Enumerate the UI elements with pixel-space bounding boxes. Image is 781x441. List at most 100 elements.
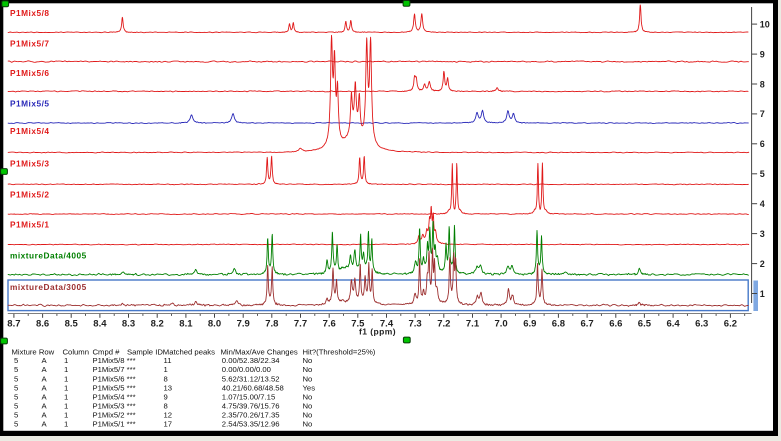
svg-text:Matched peaks: Matched peaks bbox=[163, 348, 215, 357]
svg-text:17: 17 bbox=[164, 420, 173, 429]
svg-text:1: 1 bbox=[64, 401, 68, 410]
svg-text:6.8: 6.8 bbox=[552, 319, 565, 330]
svg-text:A: A bbox=[42, 411, 48, 420]
svg-text:7.1: 7.1 bbox=[466, 319, 480, 330]
svg-text:0.00/0.00/0.00: 0.00/0.00/0.00 bbox=[222, 365, 271, 374]
svg-text:8: 8 bbox=[164, 374, 168, 383]
svg-text:P1Mix5/5: P1Mix5/5 bbox=[10, 99, 50, 109]
svg-text:A: A bbox=[42, 365, 48, 374]
svg-text:2.35/70.26/17.35: 2.35/70.26/17.35 bbox=[222, 411, 280, 420]
svg-text:7: 7 bbox=[760, 109, 765, 119]
svg-text:Column: Column bbox=[63, 348, 90, 357]
svg-text:P1Mix5/2: P1Mix5/2 bbox=[10, 190, 50, 200]
svg-text:6.3: 6.3 bbox=[695, 319, 708, 330]
svg-text:1: 1 bbox=[760, 289, 765, 299]
svg-text:8.5: 8.5 bbox=[65, 319, 79, 330]
svg-text:Sample ID: Sample ID bbox=[127, 348, 163, 357]
svg-text:No: No bbox=[303, 365, 313, 374]
svg-text:P1Mix5/7: P1Mix5/7 bbox=[10, 39, 50, 49]
svg-text:6.4: 6.4 bbox=[666, 319, 680, 330]
svg-text:2: 2 bbox=[760, 259, 765, 269]
svg-text:No: No bbox=[303, 356, 313, 365]
svg-text:6.7: 6.7 bbox=[580, 319, 593, 330]
svg-text:10: 10 bbox=[760, 19, 770, 29]
svg-text:A: A bbox=[42, 401, 48, 410]
svg-text:5: 5 bbox=[14, 420, 18, 429]
svg-text:P1Mix5/8 ***: P1Mix5/8 *** bbox=[93, 356, 136, 365]
svg-text:mixtureData/4005: mixtureData/4005 bbox=[10, 251, 87, 261]
svg-text:Cmpd #: Cmpd # bbox=[93, 348, 121, 357]
svg-text:5: 5 bbox=[14, 356, 18, 365]
svg-text:A: A bbox=[42, 383, 48, 392]
svg-text:7.0: 7.0 bbox=[494, 319, 507, 330]
svg-text:8.4: 8.4 bbox=[93, 319, 107, 330]
svg-text:4: 4 bbox=[760, 199, 765, 209]
svg-text:1: 1 bbox=[64, 365, 68, 374]
svg-text:6.5: 6.5 bbox=[638, 319, 652, 330]
svg-text:P1Mix5/3: P1Mix5/3 bbox=[10, 159, 50, 169]
svg-text:P1Mix5/4 ***: P1Mix5/4 *** bbox=[93, 392, 136, 401]
svg-text:8: 8 bbox=[760, 79, 765, 89]
svg-text:6.2: 6.2 bbox=[724, 319, 737, 330]
svg-text:5: 5 bbox=[14, 392, 18, 401]
svg-text:6.9: 6.9 bbox=[523, 319, 536, 330]
svg-text:P1Mix5/1: P1Mix5/1 bbox=[10, 220, 50, 230]
svg-text:8.3: 8.3 bbox=[122, 319, 135, 330]
svg-text:Min/Max/Ave Changes: Min/Max/Ave Changes bbox=[221, 348, 298, 357]
svg-text:No: No bbox=[303, 420, 313, 429]
svg-text:8.7: 8.7 bbox=[7, 319, 20, 330]
svg-text:7.5: 7.5 bbox=[351, 319, 365, 330]
svg-text:0.00/52.38/22.34: 0.00/52.38/22.34 bbox=[222, 356, 280, 365]
svg-text:7.4: 7.4 bbox=[380, 319, 394, 330]
svg-text:6.6: 6.6 bbox=[609, 319, 622, 330]
svg-text:7.2: 7.2 bbox=[437, 319, 450, 330]
svg-text:5.62/31.12/13.52: 5.62/31.12/13.52 bbox=[222, 374, 280, 383]
svg-text:5: 5 bbox=[14, 374, 18, 383]
svg-text:A: A bbox=[42, 374, 48, 383]
svg-text:A: A bbox=[42, 392, 48, 401]
svg-text:11: 11 bbox=[164, 356, 172, 365]
svg-text:7.3: 7.3 bbox=[408, 319, 421, 330]
svg-text:P1Mix5/6: P1Mix5/6 bbox=[10, 68, 50, 78]
svg-text:Hit?(Threshold=25%): Hit?(Threshold=25%) bbox=[303, 348, 376, 357]
svg-text:8: 8 bbox=[164, 401, 168, 410]
svg-text:40.21/60.68/48.58: 40.21/60.68/48.58 bbox=[222, 383, 284, 392]
svg-text:No: No bbox=[303, 392, 313, 401]
svg-text:1: 1 bbox=[64, 374, 68, 383]
svg-text:5: 5 bbox=[14, 401, 18, 410]
svg-text:P1Mix5/8: P1Mix5/8 bbox=[10, 8, 50, 18]
svg-text:P1Mix5/2 ***: P1Mix5/2 *** bbox=[93, 411, 136, 420]
svg-text:5: 5 bbox=[14, 383, 18, 392]
svg-text:1: 1 bbox=[164, 365, 168, 374]
svg-text:f1 (ppm): f1 (ppm) bbox=[359, 327, 396, 337]
svg-text:9: 9 bbox=[760, 49, 765, 59]
svg-text:1: 1 bbox=[64, 420, 68, 429]
svg-text:8.0: 8.0 bbox=[208, 319, 221, 330]
svg-text:1: 1 bbox=[64, 392, 68, 401]
svg-text:8.2: 8.2 bbox=[151, 319, 164, 330]
svg-text:4.75/39.76/15.76: 4.75/39.76/15.76 bbox=[222, 401, 280, 410]
svg-text:Mixture Row: Mixture Row bbox=[12, 348, 55, 357]
svg-text:1: 1 bbox=[64, 411, 68, 420]
svg-text:P1Mix5/4: P1Mix5/4 bbox=[10, 126, 50, 136]
svg-text:A: A bbox=[42, 420, 48, 429]
svg-text:No: No bbox=[303, 411, 313, 420]
svg-text:7.9: 7.9 bbox=[237, 319, 250, 330]
svg-text:1.07/15.00/7.15: 1.07/15.00/7.15 bbox=[222, 392, 275, 401]
svg-text:6: 6 bbox=[760, 139, 765, 149]
svg-text:5: 5 bbox=[760, 169, 765, 179]
svg-text:5: 5 bbox=[14, 411, 18, 420]
svg-text:8.1: 8.1 bbox=[179, 319, 193, 330]
svg-text:1: 1 bbox=[64, 383, 68, 392]
svg-text:5: 5 bbox=[14, 365, 18, 374]
svg-text:No: No bbox=[303, 401, 313, 410]
svg-text:1: 1 bbox=[64, 356, 68, 365]
svg-text:Yes: Yes bbox=[303, 383, 316, 392]
svg-text:7.8: 7.8 bbox=[265, 319, 278, 330]
svg-text:8.6: 8.6 bbox=[36, 319, 49, 330]
svg-text:7.6: 7.6 bbox=[323, 319, 336, 330]
svg-text:12: 12 bbox=[164, 411, 173, 420]
svg-text:P1Mix5/1 ***: P1Mix5/1 *** bbox=[93, 420, 136, 429]
svg-text:P1Mix5/5 ***: P1Mix5/5 *** bbox=[93, 383, 136, 392]
svg-text:9: 9 bbox=[164, 392, 168, 401]
